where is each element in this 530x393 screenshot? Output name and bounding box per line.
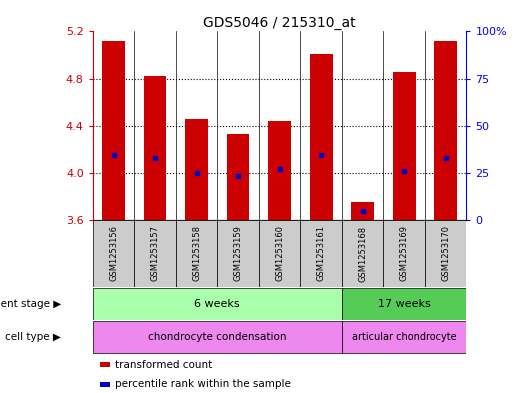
Bar xyxy=(268,121,291,220)
Text: cell type ▶: cell type ▶ xyxy=(5,332,61,342)
Bar xyxy=(93,288,342,320)
Text: GSM1253156: GSM1253156 xyxy=(109,226,118,281)
Text: GSM1253157: GSM1253157 xyxy=(151,226,160,281)
Text: GSM1253168: GSM1253168 xyxy=(358,226,367,281)
Bar xyxy=(227,134,250,220)
Bar xyxy=(259,220,301,287)
Title: GDS5046 / 215310_at: GDS5046 / 215310_at xyxy=(204,17,356,30)
Text: GSM1253161: GSM1253161 xyxy=(316,226,325,281)
Bar xyxy=(134,220,176,287)
Text: development stage ▶: development stage ▶ xyxy=(0,299,61,309)
Text: GSM1253159: GSM1253159 xyxy=(234,226,243,281)
Bar xyxy=(342,321,466,353)
Bar xyxy=(383,220,425,287)
Text: GSM1253160: GSM1253160 xyxy=(275,226,284,281)
Text: 17 weeks: 17 weeks xyxy=(378,299,430,309)
Bar xyxy=(342,288,466,320)
Bar xyxy=(93,321,342,353)
Bar xyxy=(301,220,342,287)
Text: chondrocyte condensation: chondrocyte condensation xyxy=(148,332,287,342)
Bar xyxy=(100,362,110,367)
Bar xyxy=(93,220,134,287)
Bar xyxy=(176,220,217,287)
Bar xyxy=(393,72,416,220)
Bar xyxy=(217,220,259,287)
Text: GSM1253170: GSM1253170 xyxy=(441,226,450,281)
Text: GSM1253169: GSM1253169 xyxy=(400,226,409,281)
Bar xyxy=(100,382,110,387)
Bar xyxy=(185,119,208,220)
Text: GSM1253158: GSM1253158 xyxy=(192,226,201,281)
Bar xyxy=(342,220,383,287)
Text: transformed count: transformed count xyxy=(115,360,213,370)
Text: articular chondrocyte: articular chondrocyte xyxy=(352,332,456,342)
Bar xyxy=(425,220,466,287)
Text: percentile rank within the sample: percentile rank within the sample xyxy=(115,379,291,389)
Bar xyxy=(310,54,332,220)
Text: 6 weeks: 6 weeks xyxy=(195,299,240,309)
Bar xyxy=(434,41,457,220)
Bar xyxy=(351,202,374,220)
Bar xyxy=(102,41,125,220)
Bar xyxy=(144,76,166,220)
